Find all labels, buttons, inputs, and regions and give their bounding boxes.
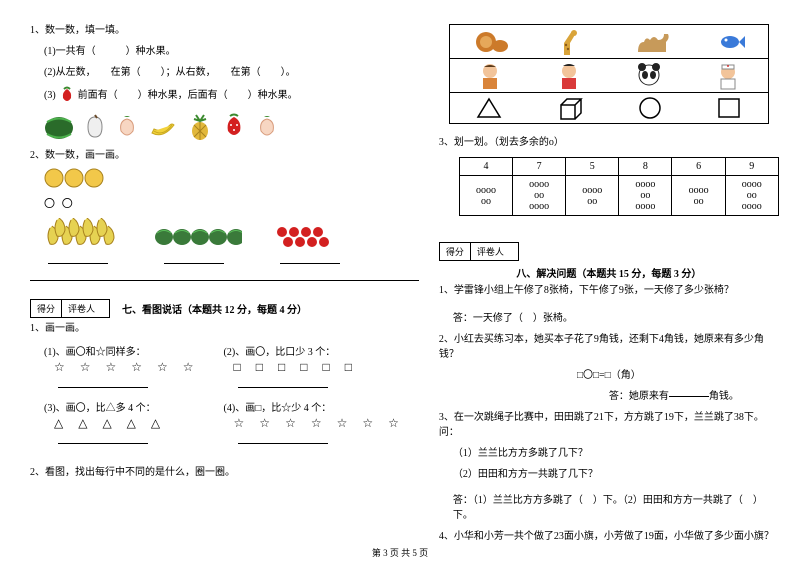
- q8-2-eq: □〇□=□（角）: [439, 368, 779, 383]
- q3: 3、划一划。（划去多余的o）: [439, 135, 779, 150]
- number-table: 4 7 5 8 6 9 oooooo oooooooooo oooooo ooo…: [459, 157, 779, 216]
- right-column: 3、划一划。（划去多余的o） 4 7 5 8 6 9 oooooo oooooo…: [439, 20, 779, 540]
- circles: 〇 〇: [30, 196, 419, 213]
- q8-1-ans: 答：一天修了（ ）张椅。: [439, 311, 779, 326]
- table-head-row: 4 7 5 8 6 9: [459, 158, 778, 176]
- q7-1: 1、画一画。: [30, 321, 419, 336]
- q8-3-2: （2）田田和方方一共跳了几下？: [439, 467, 779, 482]
- score-box: 得分 评卷人: [30, 299, 110, 318]
- peach-icon: [116, 113, 138, 139]
- score-box-2: 得分 评卷人: [439, 242, 519, 261]
- q8-4: 4、小华和小芳一共个做了23面小旗，小芳做了19面，小华做了多少面小旗？: [439, 529, 779, 544]
- q8-3-ans: 答：（1）兰兰比方方多跳了（ ）下。（2）田田和方方一共跳了（ ）下。: [439, 493, 779, 523]
- section-8-title: 八、解决问题（本题共 15 分，每题 3 分）: [439, 265, 779, 280]
- q2: 2、数一数，画一画。: [30, 148, 419, 163]
- strawberry-icon: [222, 113, 246, 139]
- watermelon-icon: [44, 112, 74, 140]
- picture-table: [449, 24, 769, 124]
- cube-icon: [555, 95, 585, 121]
- person2-icon: [554, 61, 584, 91]
- person1-icon: [475, 61, 505, 91]
- pineapple-icon: [188, 111, 212, 141]
- q7-2: 2、看图，找出每行中不同的是什么，圈一圈。: [30, 465, 419, 480]
- page-footer: 第 3 页 共 5 页: [0, 546, 800, 559]
- pears-icon: [44, 218, 122, 248]
- q8-2: 2、小红去买练习本，她买本子花了9角钱，还剩下4角钱，她原来有多少角钱？: [439, 332, 779, 362]
- count-groups: [30, 216, 419, 250]
- circle-icon: [637, 96, 663, 120]
- blank-lines: [30, 252, 419, 266]
- banana-icon: [148, 113, 178, 139]
- q8-2-ans: 答：她原来有角钱。: [439, 389, 779, 404]
- sub1: (1)、画〇和☆同样多： ☆ ☆ ☆ ☆ ☆ ☆: [44, 343, 200, 391]
- sub2: (2)、画〇，比口少 3 个： □ □ □ □ □ □: [224, 343, 405, 391]
- animals-row: [450, 25, 768, 59]
- peach-icon-2: [256, 113, 278, 139]
- apple-outline-icon: [84, 113, 106, 139]
- section-7-header: 得分 评卷人 七、看图说话（本题共 12 分，每题 4 分）: [30, 299, 419, 318]
- flowers-icon: [274, 224, 344, 248]
- q1-3: (3) 前面有（ ）种水果，后面有（ ）种水果。: [30, 86, 419, 104]
- lion-icon: [472, 28, 512, 56]
- table-row: oooooo oooooooooo oooooo oooooooooo oooo…: [459, 176, 778, 216]
- fish-icon: [718, 31, 746, 53]
- shapes-row: [450, 93, 768, 123]
- camel-icon: [634, 28, 674, 56]
- q8-3: 3、在一次跳绳子比赛中，田田跳了21下，方方跳了19下，兰兰跳了38下。问：: [439, 410, 779, 440]
- giraffe-icon: [556, 27, 590, 57]
- panda-icon: [634, 61, 664, 91]
- people-row: [450, 59, 768, 93]
- q8-3-1: （1）兰兰比方方多跳了几下？: [439, 446, 779, 461]
- draw-grid: (1)、画〇和☆同样多： ☆ ☆ ☆ ☆ ☆ ☆ (2)、画〇，比口少 3 个：…: [30, 339, 419, 451]
- q1-2: (2)从左数， 在第（ ）；从右数， 在第（ ）。: [30, 65, 419, 80]
- q1: 1、数一数，填一填。: [30, 23, 419, 38]
- strawberry-inline-icon: [58, 86, 76, 104]
- q8-1: 1、学雷锋小组上午修了8张椅，下午修了9张，一天修了多少张椅？: [439, 283, 779, 298]
- triangle-icon: [476, 96, 502, 120]
- fruit-row: [30, 107, 419, 145]
- sub4: (4)、画□，比☆少 4 个： ☆ ☆ ☆ ☆ ☆ ☆ ☆: [224, 399, 405, 447]
- section-8-header: 得分 评卷人: [439, 242, 779, 261]
- left-column: 1、数一数，填一填。 (1)一共有（ ）种水果。 (2)从左数， 在第（ ）；从…: [30, 20, 419, 540]
- watermelons-icon: [154, 226, 242, 248]
- sub3: (3)、画〇，比△多 4 个： △ △ △ △ △: [44, 399, 200, 447]
- section-7-title: 七、看图说话（本题共 12 分，每题 4 分）: [122, 301, 307, 316]
- q1-1: (1)一共有（ ）种水果。: [30, 44, 419, 59]
- nurse-icon: [713, 61, 743, 91]
- apples-row: [30, 166, 419, 193]
- square-icon: [716, 96, 742, 120]
